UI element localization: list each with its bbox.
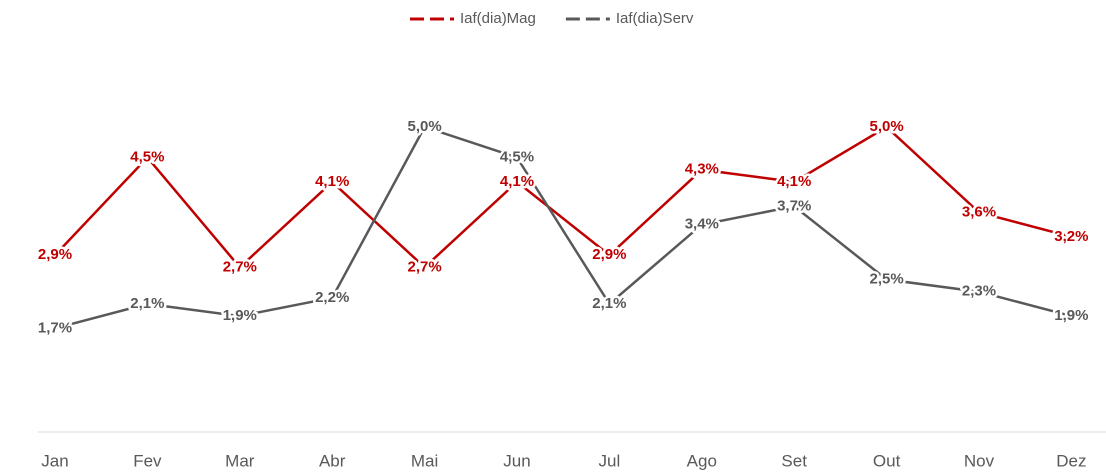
data-label: 4,1% (777, 173, 811, 190)
data-label: 4,3% (685, 161, 719, 178)
legend: Iaf(dia)Mag Iaf(dia)Serv (410, 10, 694, 27)
data-label: 3,4% (685, 216, 719, 233)
legend-label: Iaf(dia)Serv (616, 10, 694, 27)
x-tick-label: Ago (687, 451, 717, 470)
data-label: 5,0% (869, 118, 903, 135)
data-label: 3,7% (777, 197, 811, 214)
data-label: 2,1% (592, 295, 626, 312)
data-label: 1,9% (1054, 307, 1088, 324)
series-line (54, 125, 1072, 330)
data-label: 2,7% (223, 258, 257, 275)
data-label: 2,5% (869, 270, 903, 287)
data-label: 2,2% (315, 289, 349, 306)
x-tick-label: Jan (41, 451, 68, 470)
data-label: 4,5% (500, 148, 534, 165)
data-label: 4,1% (500, 173, 534, 190)
x-tick-label: Mai (411, 451, 438, 470)
x-tick-label: Jun (503, 451, 530, 470)
x-tick-label: Out (873, 451, 901, 470)
x-tick-label: Fev (133, 451, 162, 470)
data-label: 2,9% (592, 246, 626, 263)
data-label: 2,1% (130, 295, 164, 312)
x-tick-label: Nov (964, 451, 995, 470)
x-tick-label: Mar (225, 451, 255, 470)
data-label: 1,9% (223, 307, 257, 324)
data-label: 2,9% (38, 246, 72, 263)
x-tick-label: Dez (1056, 451, 1086, 470)
data-label: 4,5% (130, 148, 164, 165)
data-label: 5,0% (407, 118, 441, 135)
data-label: 3,6% (962, 203, 996, 220)
legend-label: Iaf(dia)Mag (460, 10, 536, 27)
x-tick-label: Jul (599, 451, 621, 470)
data-label: 1,7% (38, 319, 72, 336)
data-label: 3,2% (1054, 228, 1088, 245)
x-tick-label: Set (781, 451, 807, 470)
x-tick-label: Abr (319, 451, 346, 470)
data-label: 2,3% (962, 283, 996, 300)
series-line (54, 125, 1072, 270)
data-label: 4,1% (315, 173, 349, 190)
data-label: 2,7% (407, 258, 441, 275)
